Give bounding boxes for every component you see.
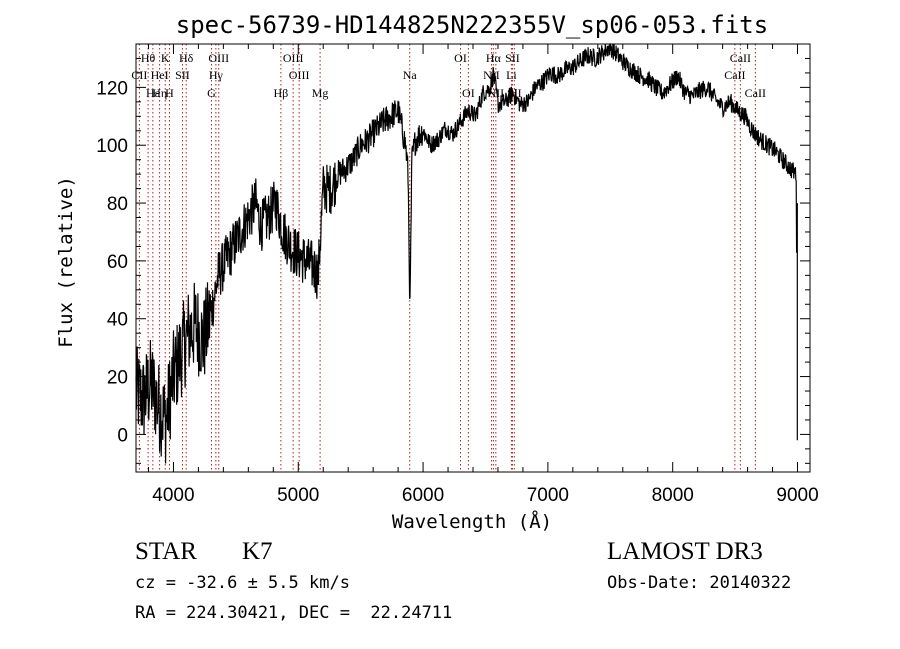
y-tick-label: 60 (107, 252, 128, 273)
spectral-line-label: Hη (152, 86, 167, 100)
y-tick-label: 40 (107, 310, 128, 331)
y-tick-label: 80 (107, 194, 128, 215)
y-tick-label: 0 (117, 425, 128, 446)
spectral-line-label: Li (506, 68, 517, 82)
spectral-line-label: Hθ (141, 51, 156, 65)
spectral-line-label: OI (454, 51, 467, 65)
spectral-line-label: Mg (312, 86, 329, 100)
x-tick-label: 7000 (527, 485, 569, 506)
y-tick-label: 20 (107, 368, 128, 389)
x-tick-label: 9000 (776, 485, 818, 506)
survey-name: LAMOST DR3 (607, 538, 763, 565)
spectral-line-label: G (207, 86, 216, 100)
spectral-line-label: HeI (151, 68, 169, 82)
x-tick-label: 8000 (652, 485, 694, 506)
x-axis: 4000 5000 6000 7000 8000 9000 (147, 44, 819, 506)
chart-title: spec-56739-HD144825N222355V_sp06-053.fit… (176, 11, 768, 39)
spectral-line-label: OIII (283, 51, 304, 65)
y-axis: 0 20 40 60 80 100 120 (96, 57, 810, 464)
y-axis-label: Flux (relative) (55, 176, 77, 348)
spectral-line-label: CaII (724, 68, 745, 82)
spectral-line-label: CII (131, 68, 147, 82)
y-tick-label: 100 (96, 136, 128, 157)
spectral-line-label: Hδ (179, 51, 194, 65)
object-class: STAR (135, 538, 197, 565)
spectral-line-label: CaII (745, 86, 766, 100)
spectral-line-label: OIII (208, 51, 229, 65)
x-tick-label: 5000 (277, 485, 319, 506)
coordinates: RA = 224.30421, DEC = 22.24711 (135, 603, 453, 623)
spectral-line-label: NII (488, 86, 505, 100)
plot-frame (135, 43, 811, 473)
spectrum-line (135, 43, 798, 464)
x-tick-label: 4000 (152, 485, 194, 506)
spectral-line-label: OI (462, 86, 475, 100)
object-subclass: K7 (242, 538, 273, 565)
redshift-value: cz = -32.6 ± 5.5 km/s (135, 573, 350, 593)
spectral-line-label: Hγ (209, 68, 224, 82)
observation-date: Obs-Date: 20140322 (607, 573, 792, 593)
spectral-line-label: CaII (730, 51, 751, 65)
spectral-line-label: OIII (289, 68, 310, 82)
spectral-line-label: SII (505, 51, 520, 65)
spectral-line-label: Na (403, 68, 418, 82)
spectral-line-label: K (161, 51, 170, 65)
spectral-line-label: Hε (146, 86, 160, 100)
spectral-line-label: Hα (486, 51, 502, 65)
spectral-line-label: SII (175, 68, 190, 82)
spectral-line-label: Hβ (274, 86, 289, 100)
y-tick-label: 120 (96, 78, 128, 99)
x-tick-label: 6000 (402, 485, 444, 506)
spectral-line-label: H (165, 86, 174, 100)
x-axis-label: Wavelength (Å) (392, 510, 552, 533)
